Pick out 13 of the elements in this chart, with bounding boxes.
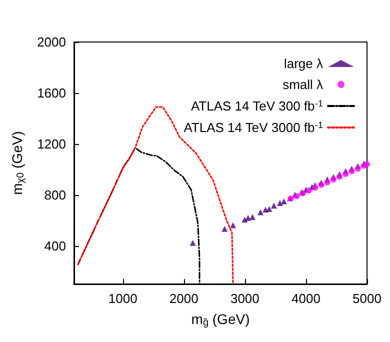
legend-label: small λ bbox=[282, 77, 324, 92]
y-axis-title: mχ0 (GeV) bbox=[9, 131, 27, 195]
y-tick-label: 400 bbox=[44, 238, 66, 254]
x-tick-label: 2000 bbox=[169, 291, 198, 306]
y-tick-label: 800 bbox=[44, 187, 66, 202]
x-tick-label: 1000 bbox=[108, 291, 138, 306]
x-tick-label: 5000 bbox=[352, 291, 382, 306]
x-tick-label: 4000 bbox=[291, 291, 320, 306]
y-tick-label: 1600 bbox=[37, 85, 66, 100]
y-tick-label: 1200 bbox=[37, 136, 66, 152]
x-tick-label: 3000 bbox=[230, 291, 260, 306]
legend-label: large λ bbox=[284, 56, 324, 71]
y-tick-label: 2000 bbox=[37, 34, 66, 50]
